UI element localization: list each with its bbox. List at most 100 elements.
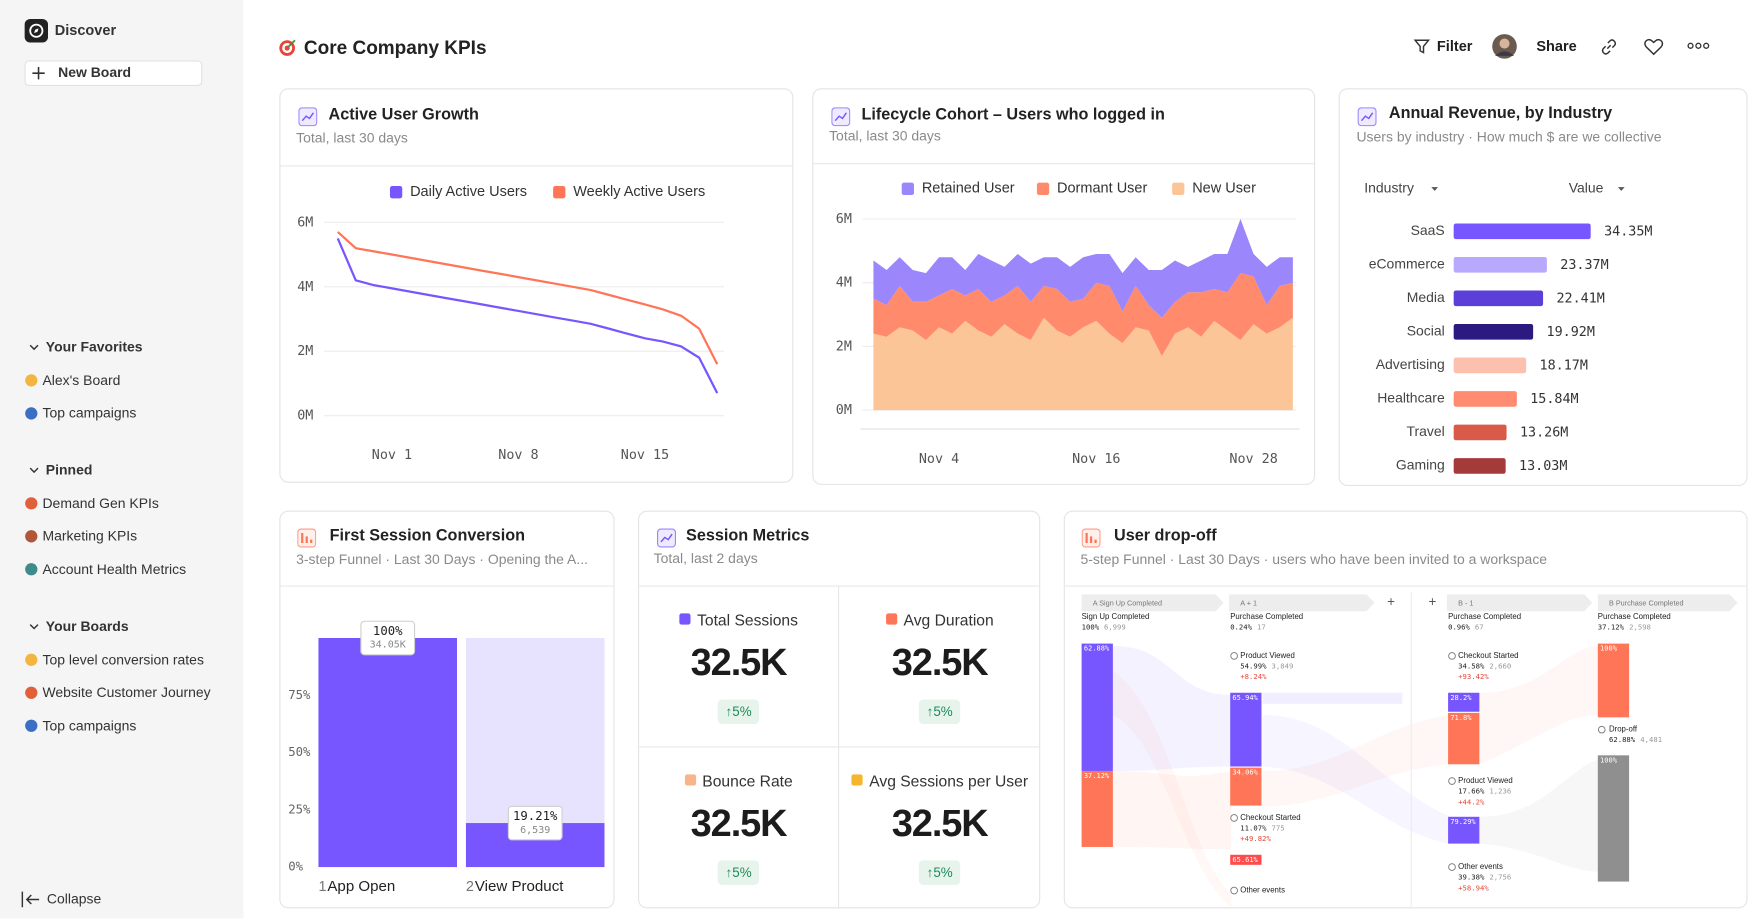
bar — [1453, 424, 1507, 441]
sort-caret — [1431, 187, 1439, 191]
new-board-button[interactable] — [24, 60, 203, 87]
y-tick-label: 0M — [836, 403, 852, 418]
board-link[interactable]: Marketing KPIs — [42, 528, 138, 544]
discover-icon[interactable] — [24, 18, 49, 43]
metric-swatch — [885, 613, 897, 625]
card-subtitle: Users by industry · How much $ are we co… — [1356, 129, 1662, 145]
value-callout — [507, 805, 563, 841]
category-label: Travel — [1406, 423, 1444, 439]
category-label: App Open — [327, 878, 395, 895]
flow-bar-label: 79.29% — [1450, 817, 1476, 826]
metric-value: 32.5K — [690, 802, 788, 845]
card-title[interactable]: User drop-off — [1113, 527, 1217, 545]
chart-icon — [1357, 107, 1377, 127]
event-icon — [1230, 652, 1238, 660]
event-count: 775 — [1272, 824, 1285, 833]
card-title[interactable]: First Session Conversion — [329, 527, 525, 545]
sort-caret — [1617, 187, 1625, 191]
metric-change: ↑5% — [717, 699, 760, 725]
flow-bar-label: 71.8% — [1450, 713, 1472, 722]
card-title[interactable]: Session Metrics — [686, 527, 810, 545]
board-link[interactable]: Top campaigns — [42, 405, 137, 421]
share-button[interactable]: Share — [1536, 37, 1577, 55]
step-header — [1229, 594, 1375, 612]
value-callout — [360, 620, 416, 656]
y-tick-label: 75% — [288, 688, 311, 702]
title-emoji — [279, 39, 296, 56]
category-label: Media — [1407, 289, 1445, 305]
divider — [280, 585, 614, 587]
flow-bar — [1081, 770, 1113, 847]
favorite-icon[interactable] — [1644, 38, 1664, 56]
chart-icon — [298, 107, 318, 127]
filter-icon[interactable] — [1413, 38, 1431, 55]
chart-icon — [657, 528, 676, 548]
divider — [639, 585, 1040, 587]
card-title[interactable]: Annual Revenue, by Industry — [1388, 104, 1613, 123]
card-subtitle: 3-step Funnel · Last 30 Days · Opening t… — [296, 551, 589, 568]
section-title[interactable]: Your Favorites — [45, 339, 143, 356]
area-series — [873, 219, 1293, 318]
column-header: Industry — [1364, 180, 1414, 196]
event-delta: +58.94% — [1458, 883, 1489, 892]
collapse-icon[interactable] — [21, 891, 41, 909]
new-board-label[interactable]: New Board — [58, 64, 132, 81]
flow-bar — [1597, 643, 1630, 718]
event-icon — [1448, 863, 1456, 871]
discover-link[interactable]: Discover — [54, 21, 117, 39]
metric-swatch — [851, 774, 863, 786]
section-title[interactable]: Your Boards — [45, 618, 129, 635]
category-label: Healthcare — [1377, 390, 1445, 406]
more-icon[interactable] — [1687, 41, 1710, 50]
section-chevron — [29, 467, 39, 474]
board-link[interactable]: Alex's Board — [42, 372, 121, 388]
flow-bar-label: 34.06% — [1232, 768, 1258, 777]
add-step[interactable]: + — [1429, 594, 1437, 609]
board-link[interactable]: Top campaigns — [42, 717, 137, 734]
card-title[interactable]: Active User Growth — [328, 105, 479, 124]
x-tick-label: Nov 8 — [498, 448, 538, 463]
card-title[interactable]: Lifecycle Cohort – Users who logged in — [861, 105, 1165, 124]
item-emoji — [25, 407, 38, 420]
step-number: 1 — [318, 879, 326, 895]
step-label: B Purchase Completed — [1609, 598, 1684, 607]
board-link[interactable]: Demand Gen KPIs — [42, 495, 159, 511]
section-title[interactable]: Pinned — [45, 462, 93, 478]
bar — [1453, 290, 1544, 307]
step-header — [1081, 594, 1224, 612]
board-link[interactable]: Website Customer Journey — [42, 684, 211, 701]
category-label: Social — [1407, 323, 1445, 339]
y-tick-label: 6M — [836, 212, 852, 227]
metric-name: Avg Duration — [903, 611, 994, 630]
section-chevron — [29, 624, 39, 630]
x-tick-label: Nov 15 — [621, 448, 669, 463]
filter-button[interactable]: Filter — [1436, 37, 1473, 55]
link-icon[interactable] — [1600, 38, 1618, 56]
event-pct: 37.12% — [1598, 622, 1625, 631]
event-count: 67 — [1475, 622, 1484, 631]
event-count: 2,660 — [1489, 661, 1511, 670]
flow-bar-label: 28.2% — [1450, 693, 1472, 702]
category-label: View Product — [475, 878, 564, 895]
add-step[interactable]: + — [1387, 594, 1395, 609]
divider — [280, 165, 793, 167]
collapse-button[interactable]: Collapse — [46, 891, 102, 908]
flow-ribbon — [1262, 715, 1449, 844]
board-link[interactable]: Top level conversion rates — [42, 651, 204, 668]
event-count: 1,236 — [1489, 787, 1511, 796]
avatar[interactable] — [1492, 34, 1518, 60]
item-emoji — [25, 374, 38, 387]
metric-value: 32.5K — [891, 641, 989, 684]
bar — [1453, 458, 1506, 474]
bar — [1453, 391, 1517, 407]
flow-bar — [1230, 767, 1262, 806]
board-link[interactable]: Account Health Metrics — [42, 561, 187, 577]
y-tick-label: 2M — [297, 344, 313, 359]
metric-value: 32.5K — [690, 641, 788, 684]
value-label: 34.35M — [1604, 224, 1652, 239]
item-emoji — [25, 497, 38, 510]
card-session-metrics — [638, 510, 1041, 909]
flow-bar-label: 37.12% — [1084, 771, 1110, 780]
